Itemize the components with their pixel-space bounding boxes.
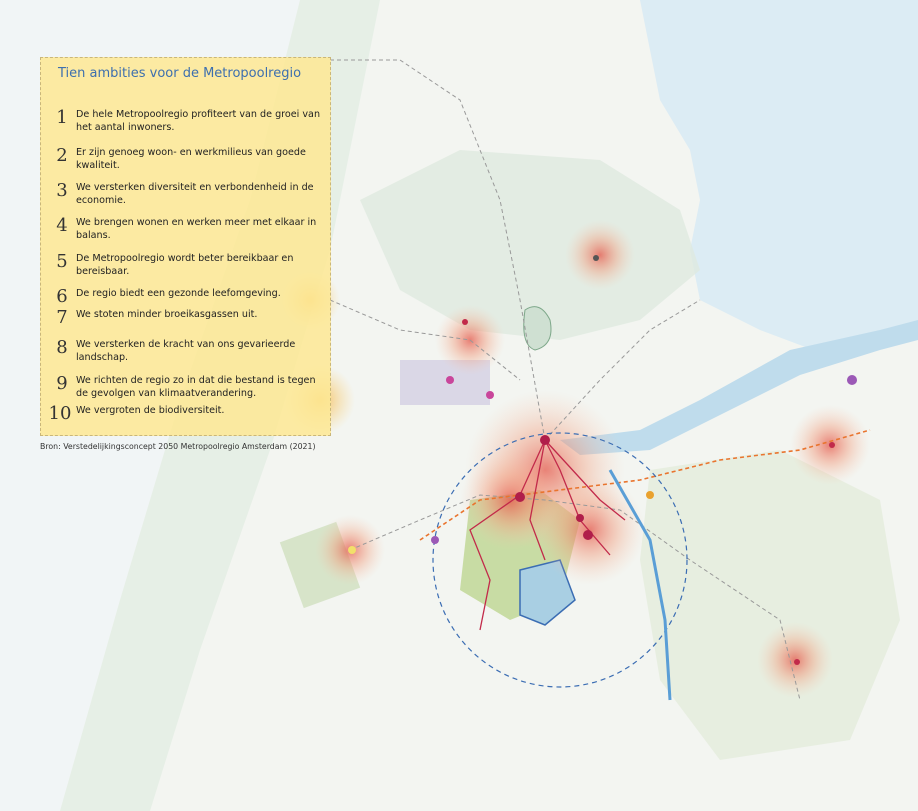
ambition-number: 6 [56, 286, 68, 307]
amsterdam-ring [432, 432, 688, 688]
ambition-number: 1 [56, 107, 68, 128]
ambition-item: 4 We brengen wonen en werken meer met elk… [51, 216, 326, 242]
panel-title: Tien ambities voor de Metropoolregio [58, 66, 302, 81]
ambition-text: We brengen wonen en werken meer met elka… [76, 217, 317, 241]
ambition-text: De regio biedt een gezonde leefomgeving. [76, 288, 281, 299]
source-caption: Bron: Verstedelijkingsconcept 2050 Metro… [40, 442, 316, 451]
green-region-east [640, 450, 900, 760]
ij-waterway [560, 320, 918, 455]
lake [523, 306, 552, 351]
ambition-item: 7 We stoten minder broeikasgassen uit. [51, 308, 326, 328]
ambition-number: 5 [56, 251, 68, 272]
ambition-text: Er zijn genoeg woon- en werkmilieus van … [76, 147, 306, 171]
ambition-item: 5 De Metropoolregio wordt beter bereikbaa… [51, 252, 326, 278]
ambition-text: We vergroten de biodiversiteit. [76, 405, 225, 416]
ambitions-panel: Tien ambities voor de Metropoolregio 1 De… [40, 57, 331, 436]
ambition-number: 8 [56, 337, 68, 358]
ambition-text: We versterken diversiteit en verbondenhe… [76, 182, 314, 206]
ambition-item: 10 We vergroten de biodiversiteit. [49, 404, 326, 424]
ambition-number: 10 [48, 403, 72, 424]
ambition-number: 2 [56, 145, 68, 166]
orange-route [419, 429, 871, 541]
ambition-text: De Metropoolregio wordt beter bereikbaar… [76, 253, 294, 277]
ambition-item: 9 We richten de regio zo in dat die besta… [51, 374, 326, 400]
ambition-item: 3 We versterken diversiteit en verbondenh… [51, 181, 326, 207]
hub-markers [348, 255, 857, 665]
ambition-text: De hele Metropoolregio profiteert van de… [76, 109, 321, 133]
rail-lines [329, 59, 801, 701]
ambition-number: 9 [56, 373, 68, 394]
amsterdam-rijnkanaal [608, 469, 672, 701]
ambition-item: 6 De regio biedt een gezonde leefomgeving… [51, 287, 326, 307]
ambition-item: 8 We versterken de kracht van ons gevarie… [51, 338, 326, 364]
ambition-text: We stoten minder broeikasgassen uit. [76, 309, 258, 320]
ambition-item: 2 Er zijn genoeg woon- en werkmilieus van… [51, 146, 326, 172]
metro-lines [469, 438, 626, 631]
ambition-text: We richten de regio zo in dat die bestan… [76, 375, 316, 399]
ambition-number: 3 [56, 180, 68, 201]
sea-ijsselmeer [640, 0, 918, 360]
ambition-text: We versterken de kracht van ons gevariee… [76, 339, 296, 363]
ambition-number: 4 [56, 215, 68, 236]
green-region-north [360, 150, 700, 340]
ambition-number: 7 [56, 307, 68, 328]
ambition-item: 1 De hele Metropoolregio profiteert van d… [51, 108, 326, 134]
